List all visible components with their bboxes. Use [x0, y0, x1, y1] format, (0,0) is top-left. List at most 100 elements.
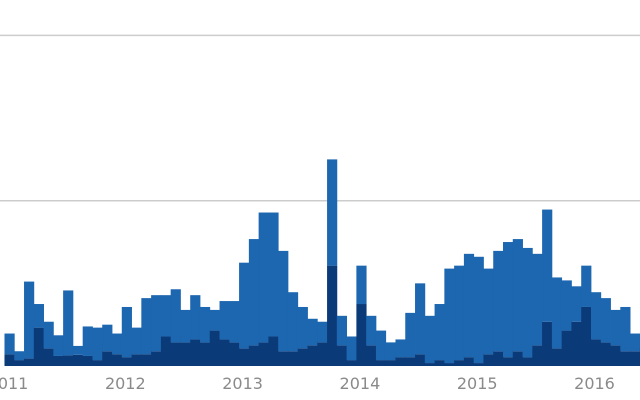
bar-series1-37 — [366, 315, 377, 346]
bar-series0-47 — [463, 357, 475, 366]
bar-series0-14 — [141, 354, 152, 366]
bar-series1-50 — [493, 250, 504, 352]
bar-series0-57 — [561, 330, 572, 366]
bar-series0-20 — [199, 342, 211, 366]
bar-series1-10 — [102, 324, 113, 352]
bar-series1-9 — [92, 327, 103, 361]
bar-series0-7 — [72, 354, 84, 366]
bar-series0-38 — [375, 360, 387, 366]
bar-series0-25 — [248, 345, 260, 366]
bar-series0-43 — [424, 363, 435, 366]
bar-series1-2 — [24, 281, 35, 359]
bar-series1-64 — [630, 333, 640, 352]
bar-series1-12 — [121, 306, 132, 358]
bar-series0-59 — [581, 306, 592, 366]
bar-series1-61 — [600, 298, 611, 343]
bar-series0-46 — [454, 360, 465, 366]
bar-series0-35 — [346, 360, 357, 366]
bar-series1-25 — [248, 239, 260, 346]
bar-series1-43 — [424, 315, 435, 364]
bar-series1-24 — [239, 262, 250, 349]
bar-series1-42 — [415, 283, 426, 355]
bar-series0-44 — [434, 360, 445, 366]
bar-series1-52 — [512, 239, 523, 352]
bar-series1-49 — [483, 268, 494, 355]
bar-series1-48 — [473, 256, 484, 364]
bar-series1-8 — [82, 326, 93, 356]
bar-series1-62 — [610, 309, 621, 346]
bar-series1-26 — [258, 212, 269, 343]
bar-series1-58 — [571, 286, 582, 322]
bar-series1-39 — [385, 342, 396, 361]
bar-series0-56 — [551, 348, 563, 366]
bar-series1-44 — [434, 304, 445, 361]
bar-series1-34 — [336, 315, 348, 346]
bar-series0-64 — [630, 351, 640, 366]
bar-series0-58 — [571, 321, 582, 366]
bar-series1-7 — [72, 345, 84, 355]
bar-series0-21 — [209, 330, 220, 366]
bar-series1-59 — [581, 265, 592, 307]
bar-series0-24 — [239, 348, 250, 366]
bar-series0-4 — [43, 348, 54, 366]
bar-series0-16 — [160, 336, 172, 366]
bar-series1-38 — [375, 330, 387, 361]
bar-series1-1 — [14, 351, 25, 361]
bar-series0-6 — [63, 355, 74, 366]
bar-series0-15 — [151, 351, 162, 366]
bar-series0-54 — [532, 345, 543, 366]
bar-series1-27 — [268, 212, 279, 337]
bar-series0-2 — [24, 358, 35, 366]
bar-series1-15 — [151, 295, 162, 352]
bar-series0-8 — [82, 355, 93, 366]
bar-series0-19 — [190, 339, 201, 366]
bar-series0-36 — [356, 304, 367, 366]
bar-series1-51 — [503, 242, 514, 358]
x-tick-label-2011: 2011 — [0, 374, 28, 393]
bars — [4, 159, 640, 366]
bar-series1-20 — [199, 306, 211, 343]
bar-series1-23 — [229, 301, 240, 343]
bar-series0-48 — [473, 363, 484, 366]
bar-series0-60 — [590, 339, 602, 366]
bar-series1-45 — [444, 268, 455, 364]
bar-series0-41 — [405, 357, 416, 366]
bar-series0-37 — [366, 345, 377, 366]
bar-series1-5 — [53, 335, 64, 356]
bar-series0-10 — [102, 351, 113, 366]
bar-series0-0 — [4, 354, 15, 366]
bar-series0-1 — [14, 360, 25, 366]
bar-series0-50 — [493, 351, 504, 366]
bar-series0-9 — [92, 360, 103, 366]
x-tick-label-2014: 2014 — [340, 374, 381, 393]
bar-series1-60 — [590, 292, 602, 340]
x-tick-label-2016: 2016 — [574, 374, 615, 393]
bar-series0-18 — [180, 342, 191, 366]
bar-series1-63 — [620, 306, 631, 352]
bar-series1-0 — [4, 333, 15, 355]
bar-series0-51 — [503, 357, 514, 366]
bar-series1-21 — [209, 309, 220, 331]
bar-series1-57 — [561, 280, 572, 331]
bar-series0-45 — [444, 363, 455, 366]
bar-series0-33 — [327, 265, 338, 366]
bar-series0-55 — [542, 321, 553, 366]
bar-series1-17 — [170, 289, 181, 343]
x-tick-label-2012: 2012 — [105, 374, 146, 393]
bar-series0-61 — [600, 342, 611, 366]
x-axis: 2011 2012 2013 2014 2015 2016 — [0, 374, 615, 393]
bar-series0-32 — [317, 342, 328, 366]
bar-series1-35 — [346, 336, 357, 361]
bar-series0-49 — [483, 354, 494, 366]
bar-series0-27 — [268, 336, 279, 366]
bar-series0-22 — [219, 339, 230, 366]
bar-series1-55 — [542, 209, 553, 322]
bar-series1-36 — [356, 265, 367, 305]
bar-series0-39 — [385, 360, 396, 366]
bar-series1-53 — [522, 247, 533, 358]
bar-series1-28 — [278, 250, 289, 352]
bar-series0-42 — [415, 354, 426, 366]
bar-series0-28 — [278, 351, 289, 366]
bar-series0-31 — [307, 345, 318, 366]
